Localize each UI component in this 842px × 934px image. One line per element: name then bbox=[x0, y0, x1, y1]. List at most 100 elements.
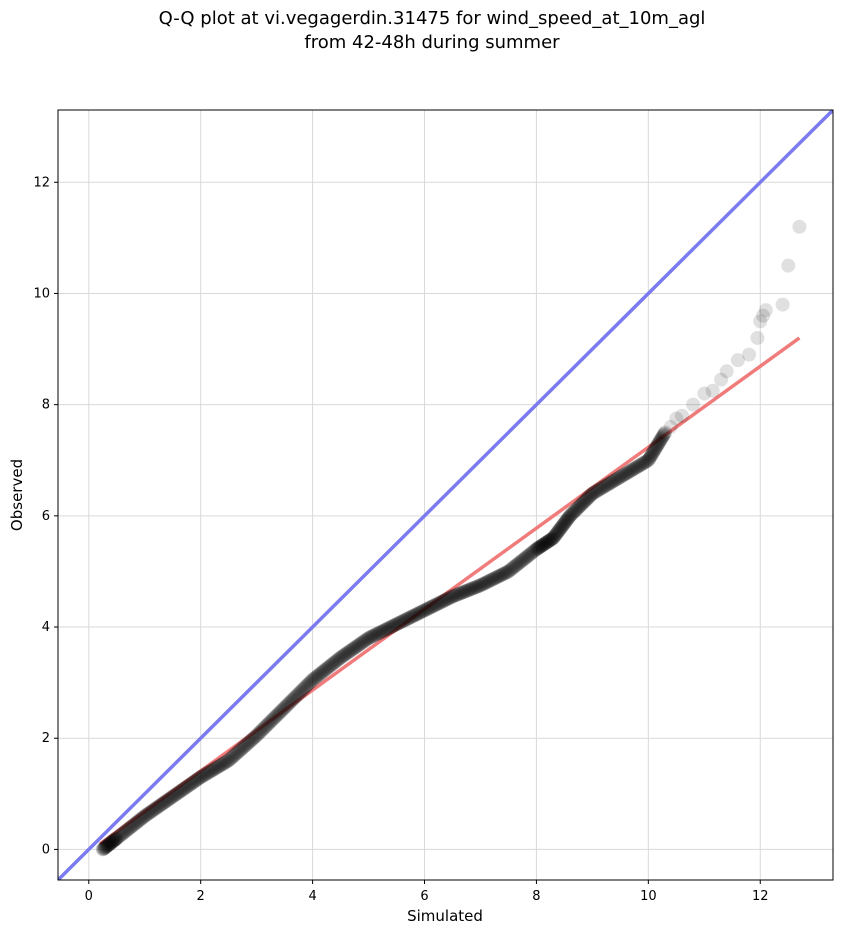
data-point bbox=[320, 660, 335, 675]
data-point bbox=[372, 625, 387, 640]
data-point bbox=[469, 579, 484, 594]
data-point bbox=[436, 594, 451, 609]
data-point bbox=[141, 806, 156, 821]
data-point bbox=[758, 303, 773, 318]
data-point bbox=[370, 626, 385, 641]
data-point bbox=[472, 578, 487, 593]
data-point bbox=[310, 669, 325, 684]
data-point bbox=[271, 706, 286, 721]
data-point bbox=[95, 842, 110, 857]
data-point bbox=[510, 557, 525, 572]
data-point bbox=[360, 631, 375, 646]
data-point bbox=[166, 788, 181, 803]
data-point bbox=[227, 748, 242, 763]
data-point bbox=[257, 720, 272, 735]
data-point bbox=[531, 540, 546, 555]
data-point bbox=[276, 701, 291, 716]
data-point bbox=[312, 667, 327, 682]
data-point bbox=[642, 450, 657, 465]
data-point bbox=[585, 486, 600, 501]
data-point bbox=[524, 545, 539, 560]
data-point bbox=[253, 724, 268, 739]
x-tick-label: 12 bbox=[752, 889, 769, 904]
data-point bbox=[570, 501, 585, 516]
data-point bbox=[558, 514, 573, 529]
data-point bbox=[131, 813, 146, 828]
data-point bbox=[405, 609, 420, 624]
data-point bbox=[479, 575, 494, 590]
data-point bbox=[391, 616, 406, 631]
data-point bbox=[441, 591, 456, 606]
data-point bbox=[516, 552, 531, 567]
data-point bbox=[644, 447, 659, 462]
data-point bbox=[340, 645, 355, 660]
data-point bbox=[646, 443, 661, 458]
identity-line bbox=[58, 110, 833, 880]
data-point bbox=[714, 372, 729, 387]
data-point bbox=[568, 503, 583, 518]
data-point bbox=[129, 815, 144, 830]
data-point bbox=[565, 506, 580, 521]
data-point bbox=[368, 627, 383, 642]
data-point bbox=[533, 539, 548, 554]
data-point bbox=[251, 726, 266, 741]
data-point bbox=[429, 597, 444, 612]
data-point bbox=[106, 834, 121, 849]
data-point bbox=[104, 835, 119, 850]
data-point bbox=[486, 571, 501, 586]
data-point bbox=[377, 623, 392, 638]
data-point bbox=[607, 473, 622, 488]
data-point bbox=[606, 474, 621, 489]
data-point bbox=[629, 460, 644, 475]
data-point bbox=[669, 411, 684, 426]
data-point bbox=[705, 383, 720, 398]
data-point bbox=[331, 652, 346, 667]
data-point bbox=[567, 504, 582, 519]
data-point bbox=[193, 770, 208, 785]
data-point bbox=[163, 791, 178, 806]
data-point bbox=[467, 580, 482, 595]
data-point bbox=[103, 836, 118, 851]
data-point bbox=[540, 534, 555, 549]
data-point bbox=[246, 731, 261, 746]
data-point bbox=[127, 817, 142, 832]
data-point bbox=[355, 635, 370, 650]
data-point bbox=[495, 567, 510, 582]
data-point bbox=[363, 630, 378, 645]
data-point bbox=[213, 758, 228, 773]
data-point bbox=[410, 606, 425, 621]
data-point bbox=[373, 625, 388, 640]
data-point bbox=[244, 732, 259, 747]
data-point bbox=[562, 509, 577, 524]
data-point bbox=[219, 754, 234, 769]
data-point bbox=[279, 698, 294, 713]
data-point bbox=[138, 808, 153, 823]
data-point bbox=[191, 771, 206, 786]
data-point bbox=[351, 638, 366, 653]
data-point bbox=[98, 840, 113, 855]
data-point bbox=[652, 434, 667, 449]
y-tick-label: 2 bbox=[42, 731, 50, 746]
data-point bbox=[590, 483, 605, 498]
data-point bbox=[122, 821, 137, 836]
data-point bbox=[154, 797, 169, 812]
data-point bbox=[295, 683, 310, 698]
data-point bbox=[347, 640, 362, 655]
data-point bbox=[446, 588, 461, 603]
data-point bbox=[415, 604, 430, 619]
data-point bbox=[379, 622, 394, 637]
data-point bbox=[96, 841, 111, 856]
data-point bbox=[318, 662, 333, 677]
data-point bbox=[232, 744, 247, 759]
data-point bbox=[123, 820, 138, 835]
data-point bbox=[101, 837, 116, 852]
data-point bbox=[300, 677, 315, 692]
y-tick-label: 12 bbox=[33, 175, 50, 190]
data-point bbox=[400, 612, 415, 627]
data-point bbox=[644, 448, 659, 463]
data-point bbox=[97, 841, 112, 856]
data-point bbox=[395, 614, 410, 629]
data-point bbox=[546, 530, 561, 545]
data-point bbox=[352, 637, 367, 652]
